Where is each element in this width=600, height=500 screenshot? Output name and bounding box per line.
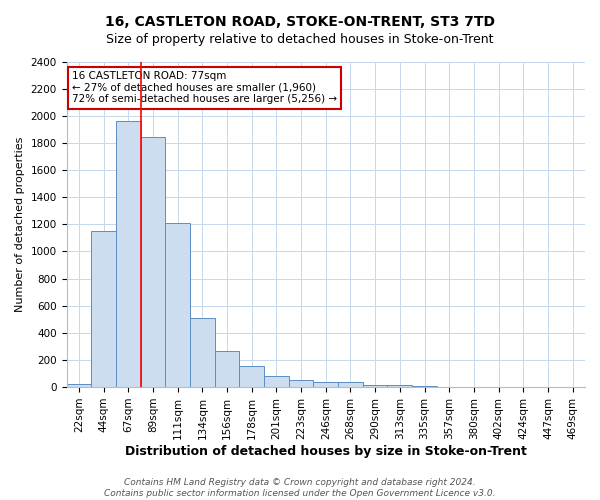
X-axis label: Distribution of detached houses by size in Stoke-on-Trent: Distribution of detached houses by size …: [125, 444, 527, 458]
Bar: [116, 121, 140, 387]
Bar: [338, 382, 363, 387]
Bar: [165, 223, 190, 387]
Bar: [215, 351, 239, 387]
Bar: [239, 366, 264, 387]
Bar: [91, 231, 116, 387]
Bar: [289, 380, 313, 387]
Bar: [412, 386, 437, 387]
Text: 16, CASTLETON ROAD, STOKE-ON-TRENT, ST3 7TD: 16, CASTLETON ROAD, STOKE-ON-TRENT, ST3 …: [105, 15, 495, 29]
Bar: [67, 384, 91, 387]
Bar: [437, 386, 461, 387]
Y-axis label: Number of detached properties: Number of detached properties: [15, 136, 25, 312]
Bar: [190, 318, 215, 387]
Bar: [388, 385, 412, 387]
Bar: [363, 384, 388, 387]
Bar: [313, 382, 338, 387]
Text: 16 CASTLETON ROAD: 77sqm
← 27% of detached houses are smaller (1,960)
72% of sem: 16 CASTLETON ROAD: 77sqm ← 27% of detach…: [72, 72, 337, 104]
Bar: [264, 376, 289, 387]
Bar: [140, 138, 165, 387]
Text: Size of property relative to detached houses in Stoke-on-Trent: Size of property relative to detached ho…: [106, 32, 494, 46]
Text: Contains HM Land Registry data © Crown copyright and database right 2024.
Contai: Contains HM Land Registry data © Crown c…: [104, 478, 496, 498]
